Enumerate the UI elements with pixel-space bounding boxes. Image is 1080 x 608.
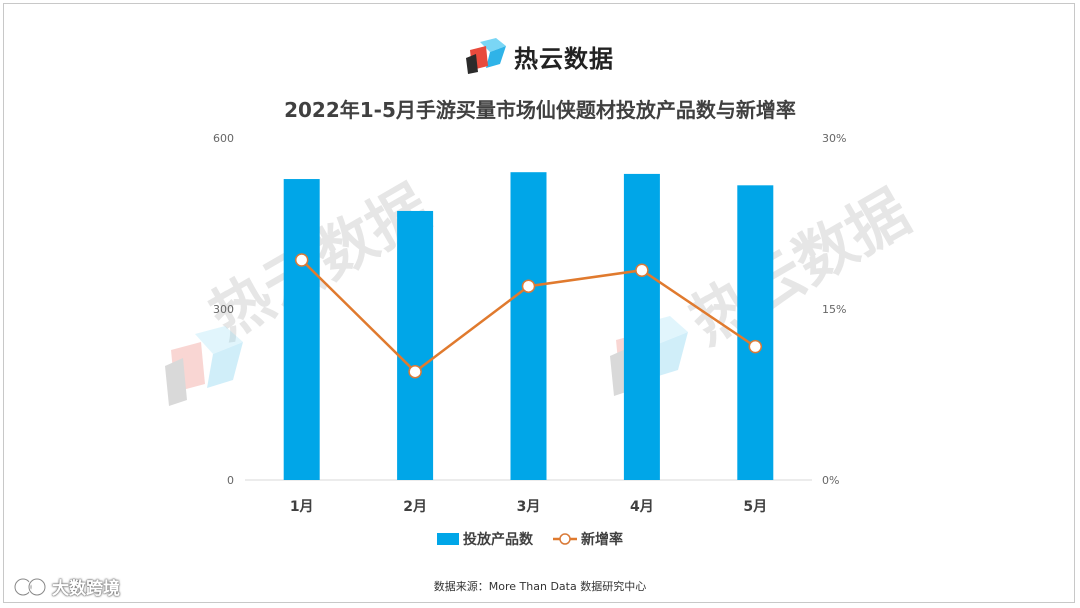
corner-logo-icon <box>14 577 47 596</box>
y-right-tick-label: 0% <box>822 474 839 487</box>
x-tick-label: 5月 <box>743 499 767 515</box>
bars-layer <box>283 172 774 481</box>
bar <box>737 185 774 480</box>
y-right-tick-label: 15% <box>822 303 846 316</box>
y-left-tick-label: 600 <box>213 132 234 145</box>
bar <box>397 210 434 480</box>
watermark-logo-icon <box>165 326 243 406</box>
legend-bar-label: 投放产品数 <box>463 531 534 548</box>
rate-point <box>294 253 309 267</box>
brand-logo-icon <box>466 38 506 74</box>
watermark-text: 热云数据 <box>679 177 922 358</box>
bar <box>623 173 660 480</box>
y-right-tick-label: 30% <box>822 132 846 145</box>
bar <box>510 172 547 480</box>
line-layer <box>294 253 763 379</box>
rate-point <box>408 364 422 379</box>
x-tick-label: 1月 <box>290 499 314 515</box>
y-left-tick-label: 0 <box>227 474 234 487</box>
x-tick-label: 4月 <box>630 499 654 515</box>
corner-brand-text: 大数跨境 <box>52 579 120 599</box>
x-tick-label: 2月 <box>403 499 427 515</box>
legend-bar-swatch <box>437 533 459 545</box>
legend-line-label: 新增率 <box>581 531 623 548</box>
legend-line-marker <box>559 533 571 545</box>
corner-brand: 大数跨境 <box>14 574 120 599</box>
brand-name: 热云数据 <box>514 44 614 73</box>
chart-frame <box>3 3 1075 603</box>
brand-header: 热云数据 <box>0 38 1080 74</box>
bar <box>283 179 320 481</box>
source-note: 数据来源：More Than Data 数据研究中心 <box>433 580 647 593</box>
chart-title: 2022年1-5月手游买量市场仙侠题材投放产品数与新增率 <box>284 98 796 122</box>
legend: 投放产品数 新增率 <box>437 531 623 548</box>
axis-layer: 0 300 600 0% 15% 30% 1月 2月 3月 4月 5月 <box>213 132 846 515</box>
rate-point <box>635 263 649 277</box>
rate-point <box>521 279 536 293</box>
rate-point <box>748 339 763 354</box>
x-tick-label: 3月 <box>517 499 541 515</box>
y-left-tick-label: 300 <box>213 303 234 316</box>
